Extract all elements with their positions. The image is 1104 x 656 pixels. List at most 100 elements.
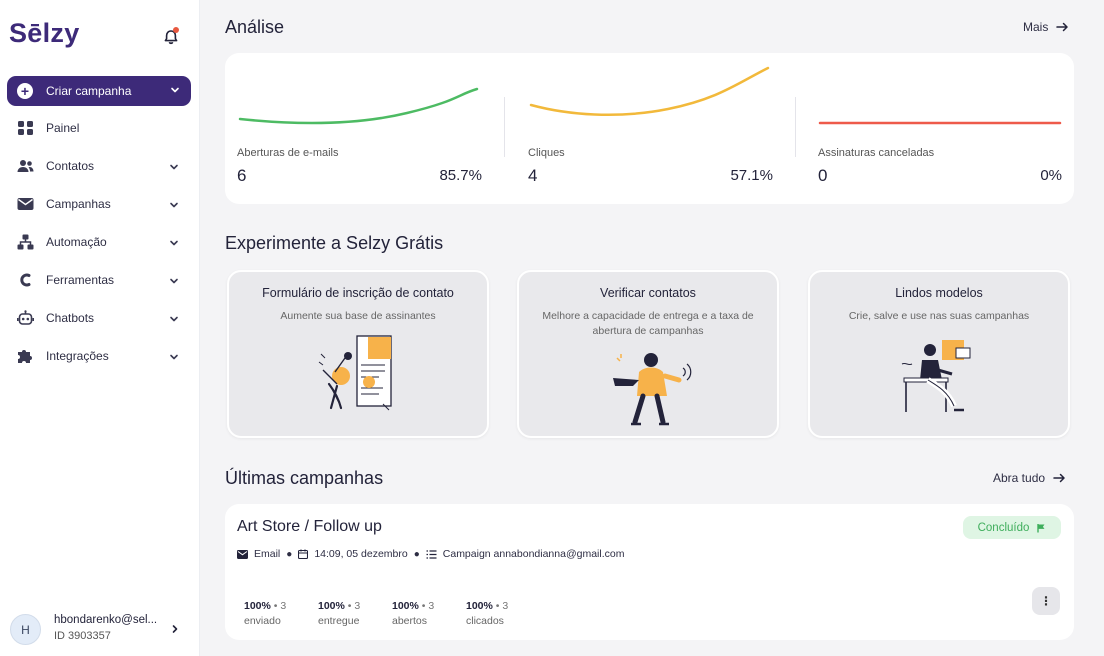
chevron-right-icon	[172, 625, 178, 633]
promo-card-title: Verificar contatos	[600, 286, 696, 300]
sidebar-item-label: Ferramentas	[46, 273, 115, 287]
promo-card-title: Formulário de inscrição de contato	[262, 286, 454, 300]
chevron-down-icon	[170, 202, 178, 208]
stat-delivered: 100% • 3 entregue	[318, 600, 361, 627]
bullet: ●	[413, 548, 420, 560]
mail-icon	[237, 549, 248, 559]
user-id: ID 3903357	[54, 630, 111, 642]
sidebar-item-label: Chatbots	[46, 311, 95, 325]
sidebar-item-label: Campanhas	[46, 197, 111, 211]
divider	[795, 97, 796, 157]
promo-card-templates[interactable]: Lindos modelos Crie, salve e use nas sua…	[808, 270, 1070, 438]
metric-value: 0	[818, 166, 828, 185]
stat-opened: 100% • 3 abertos	[392, 600, 435, 627]
promo-card-subtitle: Crie, salve e use nas suas campanhas	[848, 310, 1030, 322]
templates-illustration	[901, 340, 971, 412]
sidebar-item-label: Contatos	[46, 159, 95, 173]
promo-card-verify-contacts[interactable]: Verificar contatos Melhore a capacidade …	[517, 270, 779, 438]
status-label: Concluído	[977, 521, 1030, 534]
sidebar-item-automacao[interactable]: Automação	[0, 230, 200, 254]
verify-contacts-illustration	[613, 353, 692, 426]
users-icon	[17, 160, 34, 172]
stat-clicked: 100% • 3 clicados	[466, 600, 509, 627]
flag-icon	[1037, 523, 1045, 532]
divider	[504, 97, 505, 157]
open-all-link[interactable]: Abra tudo	[993, 471, 1066, 485]
hierarchy-icon	[17, 234, 34, 250]
stat-sent: 100% • 3 enviado	[244, 600, 287, 627]
metric-label: Cliques	[528, 147, 565, 159]
sidebar-item-label: Integrações	[46, 349, 109, 363]
opens-sparkline	[238, 87, 479, 125]
chevron-down-icon	[170, 278, 178, 284]
promo-card-subtitle: Aumente sua base de assinantes	[280, 310, 436, 322]
stat-percent: 100%	[244, 600, 271, 612]
promo-card-subtitle: Melhore a capacidade de entrega e a taxa…	[542, 310, 754, 337]
list-icon	[426, 549, 437, 559]
stat-count: 3	[354, 600, 361, 612]
status-badge: Concluído	[963, 516, 1061, 539]
create-campaign-label: Criar campanha	[46, 84, 132, 98]
signup-form-illustration	[318, 335, 392, 411]
chevron-down-icon	[170, 316, 178, 322]
promo-card-title: Lindos modelos	[895, 286, 983, 300]
main-content: Análise Mais Aberturas de e-mails 6 85.7…	[201, 0, 1104, 656]
campaign-name[interactable]: Art Store / Follow up	[237, 518, 382, 535]
campaign-sender: Campaign annabondianna@gmail.com	[442, 548, 625, 560]
notification-bell-icon[interactable]	[163, 27, 179, 45]
sidebar-item-painel[interactable]: Painel	[0, 116, 200, 140]
sidebar-item-ferramentas[interactable]: Ferramentas	[0, 268, 200, 292]
campaign-datetime: 14:09, 05 dezembro	[314, 548, 408, 560]
notification-dot	[173, 27, 179, 33]
metric-value: 4	[528, 166, 538, 185]
stat-label: abertos	[392, 615, 428, 627]
chevron-down-icon	[170, 354, 178, 360]
clicks-sparkline	[529, 66, 770, 117]
calendar-icon	[298, 549, 309, 559]
selzy-logo[interactable]: Sēlzy	[9, 18, 80, 48]
sidebar-item-integracoes[interactable]: Integrações	[0, 344, 200, 368]
user-email: hbondarenko@sel...	[54, 614, 158, 626]
sidebar-item-chatbots[interactable]: Chatbots	[0, 306, 200, 330]
metric-label: Aberturas de e-mails	[237, 147, 339, 159]
arrow-right-icon	[1053, 473, 1065, 483]
more-link[interactable]: Mais	[1023, 20, 1069, 34]
sidebar-item-contatos[interactable]: Contatos	[0, 154, 200, 178]
analytics-title: Análise	[225, 17, 285, 37]
stat-percent: 100%	[318, 600, 345, 612]
stat-label: entregue	[318, 615, 360, 627]
mail-icon	[17, 198, 34, 210]
campaign-channel: Email	[254, 548, 281, 560]
campaigns-title: Últimas campanhas	[225, 468, 384, 488]
stat-count: 3	[502, 600, 509, 612]
arrow-right-icon	[1056, 22, 1069, 32]
avatar: H	[10, 614, 41, 645]
campaign-meta: Email ● 14:09, 05 dezembro ● Campaign an…	[237, 548, 624, 560]
puzzle-icon	[18, 350, 32, 363]
open-all-label: Abra tudo	[993, 471, 1046, 485]
metric-opens: Aberturas de e-mails 6 85.7%	[237, 53, 482, 203]
bullet: ●	[286, 548, 293, 560]
stat-percent: 100%	[392, 600, 419, 612]
sidebar: Sēlzy + Criar campanha Painel Contatos C…	[0, 0, 200, 656]
metric-value: 6	[237, 166, 247, 185]
tools-icon	[20, 273, 31, 287]
stat-count: 3	[280, 600, 287, 612]
more-actions-button[interactable]: ⋮	[1032, 587, 1060, 615]
metric-unsubscribes: Assinaturas canceladas 0 0%	[818, 53, 1062, 203]
chevron-down-icon	[170, 240, 178, 246]
sidebar-item-campanhas[interactable]: Campanhas	[0, 192, 200, 216]
promo-card-signup-form[interactable]: Formulário de inscrição de contato Aumen…	[227, 270, 489, 438]
plus-icon: +	[17, 83, 33, 99]
create-campaign-button[interactable]: + Criar campanha	[7, 76, 191, 106]
promo-title: Experimente a Selzy Grátis	[225, 233, 444, 253]
campaign-card[interactable]: Art Store / Follow up Concluído Email ● …	[225, 504, 1074, 640]
stat-label: clicados	[466, 615, 504, 627]
user-profile[interactable]: H hbondarenko@sel... ID 3903357	[0, 600, 200, 656]
grid-icon	[18, 121, 33, 135]
stat-label: enviado	[244, 615, 281, 627]
stat-percent: 100%	[466, 600, 493, 612]
metric-percent: 57.1%	[730, 167, 773, 184]
unsubscribes-sparkline	[818, 121, 1062, 125]
metric-clicks: Cliques 4 57.1%	[528, 53, 773, 203]
